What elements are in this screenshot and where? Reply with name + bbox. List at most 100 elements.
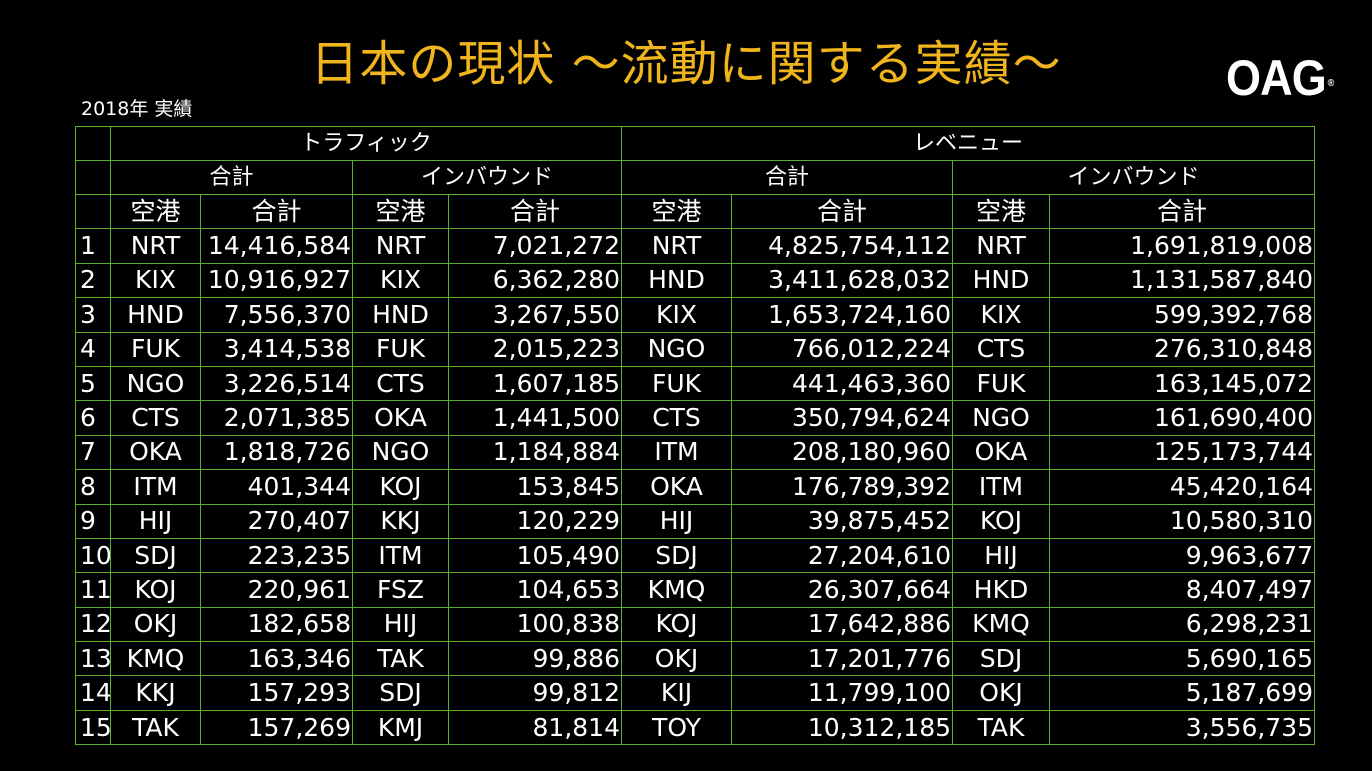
revenue-inbound-value-cell: 1,691,819,008 [1048,228,1316,264]
table-row: 6 CTS 2,071,385 OKA 1,441,500 CTS 350,794,624 N… [75,400,1316,436]
traffic-inbound-airport-cell: TAK [352,641,449,677]
revenue-value-cell: 17,201,776 [731,641,953,677]
revenue-airport-cell: KOJ [621,606,732,643]
revenue-airport-cell: SDJ [621,537,732,574]
revenue-total-header: 合計 [621,160,953,195]
rank-cell: 8 [75,469,111,505]
traffic-airport-cell: KIX [110,262,201,299]
rank-cell: 3 [75,297,111,333]
revenue-inbound-value-cell: 10,580,310 [1048,503,1316,539]
revenue-inbound-value-cell: 599,392,768 [1048,297,1316,333]
revenue-value-cell: 39,875,452 [731,503,953,539]
header-row-1: トラフィック レベニュー [75,126,1316,161]
revenue-value-cell: 4,825,754,112 [731,228,953,264]
traffic-inbound-value-cell: 105,490 [448,537,622,574]
traffic-inbound-airport-cell: KOJ [352,469,449,505]
traffic-airport-cell: SDJ [110,537,201,574]
traffic-airport-cell: TAK [110,709,201,746]
traffic-value-cell: 3,226,514 [200,365,353,402]
traffic-value-cell: 14,416,584 [200,228,353,264]
revenue-value-cell: 3,411,628,032 [731,262,953,299]
slide-title: 日本の現状 ～流動に関する実績～ [310,36,1062,92]
traffic-airport-cell: HIJ [110,503,201,539]
traffic-inbound-value-cell: 2,015,223 [448,331,622,367]
revenue-airport-cell: ITM [621,434,732,471]
revenue-inbound-airport-cell: HND [952,262,1050,299]
revenue-inbound-value-cell: 1,131,587,840 [1048,262,1316,299]
column-header-airport: 空港 [352,193,449,230]
traffic-value-cell: 7,556,370 [200,297,353,333]
header-row-3: 空港 合計 空港 合計 空港 合計 空港 合計 [75,193,1316,230]
column-header-sum: 合計 [448,193,622,230]
column-header-airport: 空港 [110,193,201,230]
revenue-value-cell: 11,799,100 [731,675,953,711]
registered-mark-icon: ® [1327,78,1335,89]
traffic-header: トラフィック [110,126,622,161]
corner-cell [75,126,111,161]
traffic-value-cell: 223,235 [200,537,353,574]
traffic-inbound-value-cell: 99,886 [448,641,622,677]
traffic-value-cell: 10,916,927 [200,262,353,299]
revenue-inbound-value-cell: 5,187,699 [1048,675,1316,711]
revenue-value-cell: 766,012,224 [731,331,953,367]
table-row: 13 KMQ 163,346 TAK 99,886 OKJ 17,201,776 SDJ 5,6… [75,641,1316,677]
traffic-inbound-airport-cell: KMJ [352,709,449,746]
traffic-airport-cell: OKJ [110,606,201,643]
traffic-airport-cell: NGO [110,365,201,402]
revenue-inbound-airport-cell: KOJ [952,503,1050,539]
table-row: 10 SDJ 223,235 ITM 105,490 SDJ 27,204,610 HIJ 9,… [75,537,1316,574]
revenue-airport-cell: KMQ [621,572,732,608]
revenue-value-cell: 10,312,185 [731,709,953,746]
revenue-inbound-airport-cell: SDJ [952,641,1050,677]
revenue-inbound-value-cell: 125,173,744 [1048,434,1316,471]
revenue-value-cell: 208,180,960 [731,434,953,471]
revenue-inbound-airport-cell: KMQ [952,606,1050,643]
traffic-inbound-value-cell: 6,362,280 [448,262,622,299]
traffic-inbound-airport-cell: HND [352,297,449,333]
table-row: 9 HIJ 270,407 KKJ 120,229 HIJ 39,875,452 KOJ 10,… [75,503,1316,539]
table-row: 7 OKA 1,818,726 NGO 1,184,884 ITM 208,180,960 O… [75,434,1316,471]
revenue-airport-cell: TOY [621,709,732,746]
column-header-airport: 空港 [621,193,732,230]
rank-cell: 6 [75,400,111,436]
traffic-inbound-value-cell: 1,184,884 [448,434,622,471]
traffic-airport-cell: KOJ [110,572,201,608]
table-row: 3 HND 7,556,370 HND 3,267,550 KIX 1,653,724,16… [75,297,1316,333]
revenue-airport-cell: HND [621,262,732,299]
traffic-value-cell: 163,346 [200,641,353,677]
revenue-airport-cell: NRT [621,228,732,264]
rank-cell: 9 [75,503,111,539]
traffic-value-cell: 270,407 [200,503,353,539]
traffic-inbound-value-cell: 104,653 [448,572,622,608]
revenue-value-cell: 27,204,610 [731,537,953,574]
traffic-airport-cell: OKA [110,434,201,471]
traffic-value-cell: 401,344 [200,469,353,505]
subtitle: 2018年 実績 [81,98,193,120]
oag-logo: OAG ® [1226,50,1335,106]
revenue-inbound-airport-cell: FUK [952,365,1050,402]
table-row: 14 KKJ 157,293 SDJ 99,812 KIJ 11,799,100 OKJ 5,1… [75,675,1316,711]
revenue-inbound-value-cell: 3,556,735 [1048,709,1316,746]
rank-cell: 1 [75,228,111,264]
table-row: 15 TAK 157,269 KMJ 81,814 TOY 10,312,185 TAK 3,5… [75,709,1316,746]
revenue-inbound-airport-cell: NGO [952,400,1050,436]
revenue-inbound-value-cell: 8,407,497 [1048,572,1316,608]
traffic-value-cell: 220,961 [200,572,353,608]
traffic-inbound-airport-cell: KKJ [352,503,449,539]
traffic-airport-cell: NRT [110,228,201,264]
table-row: 12 OKJ 182,658 HIJ 100,838 KOJ 17,642,886 KMQ 6,… [75,606,1316,643]
column-header-sum: 合計 [200,193,353,230]
traffic-inbound-airport-cell: NGO [352,434,449,471]
revenue-airport-cell: HIJ [621,503,732,539]
column-header-sum: 合計 [1048,193,1316,230]
column-header-sum: 合計 [731,193,953,230]
traffic-value-cell: 2,071,385 [200,400,353,436]
rank-cell: 13 [75,641,111,677]
rank-cell: 12 [75,606,111,643]
revenue-inbound-airport-cell: HKD [952,572,1050,608]
rank-cell: 10 [75,537,111,574]
traffic-total-header: 合計 [110,160,353,195]
table-row: 1 NRT 14,416,584 NRT 7,021,272 NRT 4,825,754,1… [75,228,1316,264]
revenue-inbound-airport-cell: KIX [952,297,1050,333]
table-row: 5 NGO 3,226,514 CTS 1,607,185 FUK 441,463,360 F… [75,365,1316,402]
